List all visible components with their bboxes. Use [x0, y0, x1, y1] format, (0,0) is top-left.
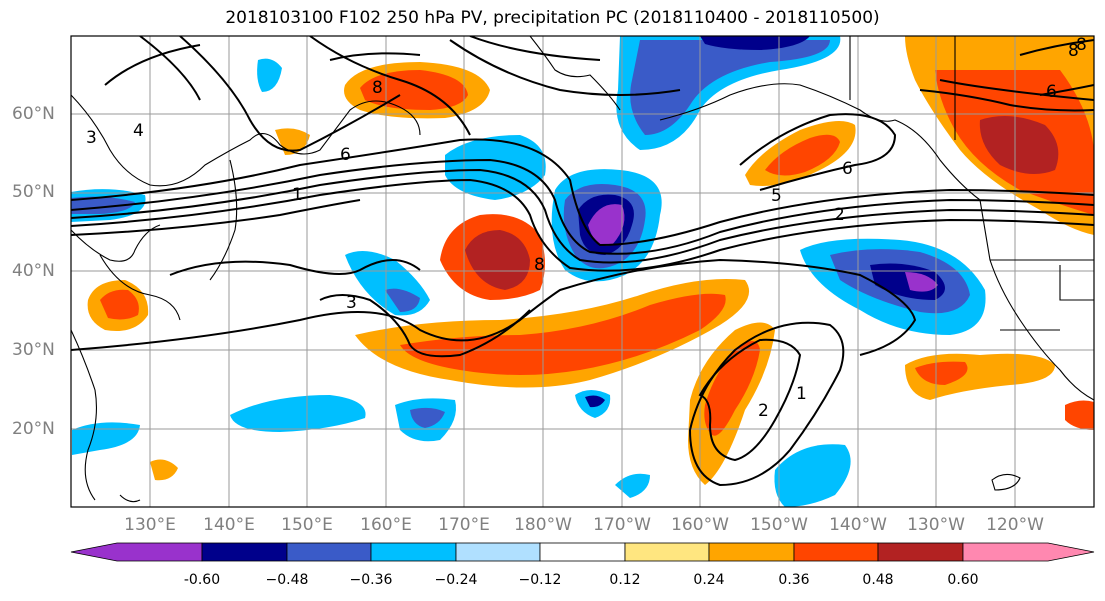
precip-negative-region	[257, 58, 282, 92]
lat-label: 30°N	[12, 340, 55, 360]
lon-label: 180°W	[514, 515, 572, 535]
colorbar-segment	[455, 542, 541, 562]
lon-label: 130°W	[907, 515, 965, 535]
lon-label: 160°E	[360, 515, 412, 535]
colorbar-tick-label: 0.12	[609, 572, 641, 588]
colorbar-tick-label: 0.36	[778, 572, 810, 588]
precip-negative-region	[774, 444, 851, 507]
contour-label: 1	[796, 384, 807, 404]
lon-label: 150°E	[281, 515, 333, 535]
contour-label: 6	[340, 145, 351, 165]
colorbar-tick-label: −0.48	[265, 572, 309, 588]
colorbar-segment	[877, 542, 964, 562]
colorbar-segment	[286, 542, 372, 562]
precip-positive-region	[979, 116, 1059, 174]
colorbar-segment	[70, 542, 203, 562]
precip-positive-region	[100, 289, 139, 320]
colorbar-segment	[708, 542, 795, 562]
precip-negative-region	[72, 422, 140, 455]
precip-negative-region	[445, 135, 546, 200]
precip-positive-region	[765, 134, 840, 176]
contour-label: 8	[534, 255, 545, 275]
colorbar-segment	[201, 542, 288, 562]
precip-positive-region	[1065, 400, 1094, 430]
lon-label: 160°W	[671, 515, 729, 535]
colorbar-tick-label: −0.12	[518, 572, 562, 588]
chart-title: 2018103100 F102 250 hPa PV, precipitatio…	[225, 8, 880, 28]
precip-positive-region	[465, 230, 530, 290]
contour-label: 1	[292, 185, 303, 205]
precip-negative-region	[585, 395, 605, 408]
lon-label: 130°E	[124, 515, 176, 535]
contour-label: 5	[771, 186, 782, 206]
lat-label: 50°N	[12, 182, 55, 202]
colorbar-segment	[370, 542, 457, 562]
lon-label: 170°W	[593, 515, 651, 535]
colorbar-segment	[793, 542, 879, 562]
graticule	[71, 36, 1094, 507]
colorbar-tick-label: −0.24	[434, 572, 478, 588]
coastlines	[71, 36, 1094, 503]
contour-labels: 8 6 1 3 4 3 8 6 5 2 2 1 8 6 8	[86, 35, 1087, 421]
colorbar-segment	[962, 542, 1095, 562]
lon-label: 120°W	[986, 515, 1044, 535]
colorbar-segment	[624, 542, 710, 562]
precip-negative-region	[700, 36, 810, 50]
precip-negative-region	[230, 395, 366, 432]
precip-negative-region	[615, 473, 650, 498]
plot-frame	[70, 35, 1095, 508]
lat-label: 60°N	[12, 104, 55, 124]
precip-positive-region	[400, 293, 726, 375]
contour-label: 3	[86, 128, 97, 148]
precip-negative-region	[630, 40, 830, 135]
precip-negative-region	[905, 272, 938, 292]
colorbar-segment	[539, 542, 626, 562]
precip-negative-region	[410, 407, 445, 428]
colorbar-tick-label: 0.48	[862, 572, 894, 588]
contour-label: 8	[1076, 35, 1087, 55]
contour-label: 6	[842, 159, 853, 179]
lon-label: 140°E	[203, 515, 255, 535]
pv-contours	[71, 36, 1094, 487]
lat-label: 40°N	[12, 261, 55, 281]
contour-label: 4	[133, 121, 144, 141]
colorbar-tick-label: 0.24	[693, 572, 725, 588]
contour-label: 8	[372, 78, 383, 98]
lon-label: 170°E	[438, 515, 490, 535]
precip-negative-region	[588, 204, 625, 246]
precip-negative-region	[385, 288, 420, 312]
contour-label: 2	[834, 205, 845, 225]
precip-positive-region	[150, 459, 178, 481]
contour-label: 6	[1046, 82, 1057, 102]
contour-label: 3	[346, 293, 357, 313]
precip-positive-region	[915, 361, 968, 385]
colorbar	[70, 542, 1095, 562]
lat-label: 20°N	[12, 419, 55, 439]
precip-positive-region	[704, 341, 760, 436]
contour-label: 2	[758, 401, 769, 421]
colorbar-tick-label: −0.36	[349, 572, 393, 588]
colorbar-tick-label: -0.60	[183, 572, 221, 588]
colorbar-tick-label: 0.60	[947, 572, 979, 588]
lon-label: 150°W	[750, 515, 808, 535]
lon-label: 140°W	[829, 515, 887, 535]
contour-label: 8	[1068, 41, 1079, 61]
